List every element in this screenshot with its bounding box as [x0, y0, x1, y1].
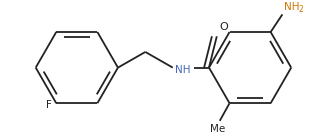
- Text: O: O: [220, 22, 228, 32]
- Text: NH: NH: [284, 2, 300, 12]
- Text: NH: NH: [175, 65, 190, 75]
- Text: 2: 2: [298, 5, 303, 14]
- Text: F: F: [47, 100, 52, 110]
- Text: Me: Me: [210, 124, 225, 134]
